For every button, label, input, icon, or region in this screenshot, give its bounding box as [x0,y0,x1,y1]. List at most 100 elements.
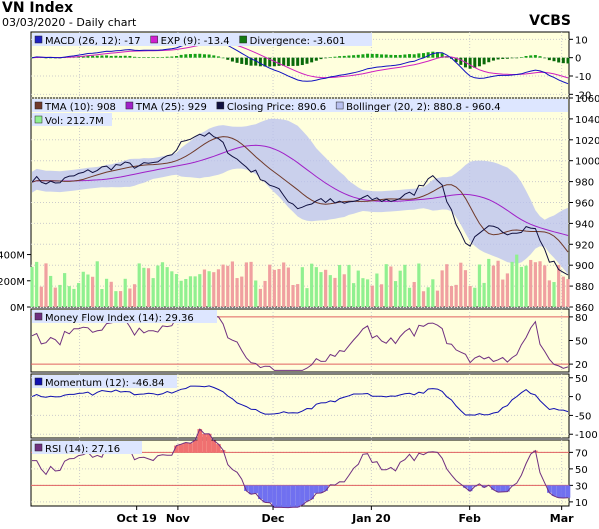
divergence-bar [282,57,286,66]
volume-bar [268,264,272,307]
rsi-oversold-fill [565,485,571,498]
divergence-bar [100,55,104,58]
volume-bar [221,264,225,307]
volume-bar [342,274,346,307]
divergence-bar [384,54,388,58]
price-tick-label: 1000 [575,157,599,168]
divergence-bar [417,53,421,58]
volume-bar [361,278,365,307]
x-tick-label: Mar [550,512,574,525]
divergence-bar [435,52,439,58]
volume-bar [235,278,239,307]
divergence-bar [422,53,426,58]
volume-bar [291,285,295,307]
divergence-bar [352,55,356,58]
mfi-tick-label: 20 [575,360,588,371]
x-tick-label: Dec [261,512,284,525]
rsi-overbought-fill [202,433,207,453]
purple-square-icon [34,443,43,452]
chart-subtitle: 03/03/2020 - Daily chart [2,16,137,29]
volume-bar [543,265,547,307]
tma10-line [31,136,569,253]
volume-bar [132,284,137,307]
divergence-bar [482,57,486,65]
price-tick-label: 1060 [575,94,599,105]
divergence-bar [431,51,435,58]
volume-bar [123,278,127,307]
divergence-bar [212,55,216,58]
volume-bar [63,273,67,307]
volume-bar [557,264,561,307]
volume-bar [188,276,193,307]
magenta-square-icon [150,35,158,44]
divergence-bar [291,57,295,66]
divergence-bar [137,57,141,58]
divergence-bar [161,57,165,58]
volume-bar [128,288,132,307]
volume-bar [207,271,211,307]
volume-bar [333,277,337,307]
divergence-bar [519,57,523,58]
volume-bar [44,263,48,307]
volume-bar [515,254,519,307]
volume-bar [552,282,556,307]
volume-bar [561,276,565,307]
rsi-legend-item: RSI (14): 27.16 [45,444,120,455]
volume-tick-label: 400M [0,251,25,262]
volume-bar [496,260,500,307]
divergence-bar [109,55,113,58]
rsi-overbought-fill [188,443,193,453]
rsi-oversold-fill [556,485,561,498]
price-legend-item: TMA (25): 929 [135,102,207,113]
momentum-legend-bg [32,375,177,388]
volume-bar [379,284,384,307]
volume-bar [39,286,43,307]
price-tick-label: 880 [575,282,594,293]
chart-title: VN Index [2,0,74,16]
x-tick-label: Jan 20 [351,512,391,525]
divergence-bar [370,53,374,58]
divergence-bar [468,57,472,69]
volume-bar [338,264,342,307]
volume-bar [463,270,468,307]
lavender-square-icon [335,101,344,110]
volume-bar [30,266,34,307]
volume-bar [170,271,174,307]
volume-bar [310,263,314,307]
closing-price-line [31,132,569,276]
divergence-bar [133,56,137,58]
momentum-tick-label: -50 [575,411,591,422]
volume-bar [272,269,276,307]
divergence-bar [286,57,290,67]
volume-bar [524,265,528,307]
x-tick-label: Nov [166,512,191,525]
volume-bar [174,274,179,307]
divergence-bar [230,57,234,62]
divergence-bar [459,57,463,65]
volume-bar [445,264,449,307]
macd-tick-label: 0 [575,54,581,65]
volume-tick-label: 200M [0,277,25,288]
rsi-overbought-fill [206,433,212,453]
macd-tick-label: 10 [575,35,588,46]
divergence-bar [296,57,300,66]
divergence-bar [347,55,351,58]
volume-bar [226,265,230,307]
divergence-bar [105,55,109,58]
price-legend-bg [32,99,568,112]
volume-bar [165,267,169,307]
divergence-bar [81,55,85,58]
volume-bar [375,273,379,307]
divergence-bar [403,54,407,58]
divergence-bar [226,57,230,60]
divergence-bar [193,53,197,58]
price-tick-label: 1020 [575,136,599,147]
divergence-bar [207,54,211,58]
volume-bar [100,288,104,307]
volume-bar [347,264,351,307]
divergence-bar [356,54,360,58]
divergence-bar [277,57,281,66]
divergence-bar [524,56,528,58]
divergence-bar [174,56,178,58]
